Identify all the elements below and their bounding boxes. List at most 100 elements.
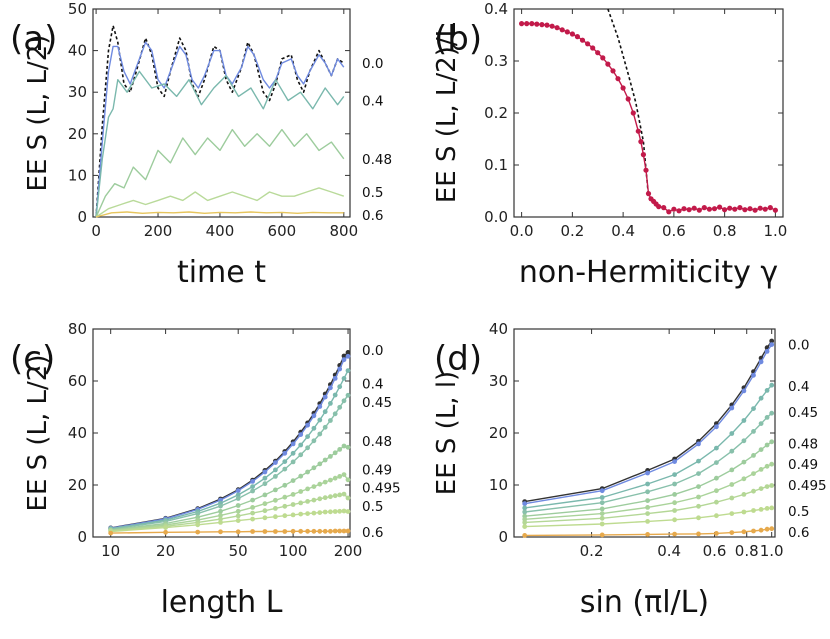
series-hermitian-reference — [95, 24, 345, 218]
y-tick-label: 20 — [68, 125, 87, 143]
data-point-data — [722, 207, 728, 213]
data-point-gamma-0.4 — [328, 401, 333, 406]
gamma-label: 0.4 — [362, 94, 383, 110]
data-point-data — [554, 25, 560, 31]
y-tick-label: 50 — [68, 0, 87, 18]
data-point-gamma-0.4 — [250, 484, 256, 489]
data-point-gamma-0.49 — [290, 492, 296, 497]
data-point-gamma-0.45 — [758, 421, 764, 426]
data-point-gamma-0.45 — [696, 471, 701, 476]
data-point-gamma-0.5 — [311, 510, 317, 516]
data-point-gamma-0.49 — [282, 494, 288, 500]
data-point-data — [686, 207, 692, 213]
data-point-gamma-0.49 — [235, 508, 241, 514]
x-tick-label: 0.2 — [580, 542, 604, 560]
data-point-data — [534, 21, 540, 27]
data-point-data — [711, 206, 718, 212]
data-point-gamma-0.6 — [328, 528, 333, 534]
data-point-gamma-0.5 — [341, 508, 347, 514]
data-point-gamma-0.6 — [195, 529, 201, 535]
data-point-gamma-0.49 — [332, 475, 338, 481]
gamma-label: 0.5 — [788, 504, 809, 520]
data-point-gamma-0.49 — [317, 481, 323, 487]
data-point-gamma-0.49 — [322, 479, 328, 485]
data-point-gamma-0.4 — [235, 492, 241, 498]
data-point-gamma-0.0 — [337, 366, 343, 372]
data-point-gamma-0.45 — [282, 466, 288, 472]
data-point-data — [625, 96, 631, 102]
data-point-gamma-0.5 — [273, 514, 278, 520]
data-point-gamma-0.45 — [741, 438, 747, 444]
data-point-gamma-0.5 — [645, 519, 650, 524]
data-point-gamma-0.45 — [599, 500, 605, 506]
data-point-gamma-0.49 — [599, 511, 605, 516]
series-fit — [607, 8, 650, 197]
y-tick-label: 30 — [68, 83, 87, 101]
data-point-gamma-0.0 — [764, 349, 770, 354]
data-point-gamma-0.49 — [729, 482, 735, 487]
data-point-data — [691, 205, 697, 211]
data-point-gamma-0.49 — [298, 489, 304, 494]
data-point-data — [732, 206, 738, 212]
data-point-gamma-0.45 — [751, 429, 756, 434]
data-point-gamma-0.45 — [317, 431, 323, 437]
data-point-gamma-0.49 — [337, 474, 343, 479]
data-point-gamma-0.48 — [250, 497, 256, 503]
data-point-gamma-0.45 — [522, 509, 528, 515]
panel-b-y-axis-title: EE S (L, L/2)/L — [432, 22, 462, 203]
data-point-gamma-0.5 — [751, 508, 756, 513]
data-point-data — [569, 31, 576, 37]
data-point-gamma-0.5 — [235, 518, 241, 523]
data-point-gamma-0.5 — [332, 509, 338, 514]
data-point-gamma-0.495 — [522, 520, 528, 525]
data-point-gamma-0.0 — [262, 469, 268, 475]
series-data — [521, 22, 776, 213]
data-point-gamma-0.0 — [645, 470, 650, 476]
x-tick-label: 0.8 — [735, 542, 759, 560]
data-point-gamma-0.0 — [345, 353, 351, 359]
panel-a-axes-frame — [92, 8, 351, 218]
data-point-gamma-0.49 — [751, 471, 756, 476]
data-point-gamma-0.495 — [218, 516, 223, 522]
panel-c-y-axis-title: EE S (L, L/2) — [23, 355, 53, 512]
data-point-gamma-0.4 — [764, 388, 770, 393]
data-point-gamma-0.6 — [273, 529, 278, 534]
data-point-gamma-0.5 — [218, 520, 223, 525]
series-gamma-0.0 — [524, 344, 773, 505]
data-point-gamma-0.4 — [741, 418, 747, 423]
data-point-data — [574, 34, 581, 40]
data-point-gamma-0.48 — [764, 442, 770, 448]
data-point-gamma-0.0-ref — [769, 338, 775, 344]
data-point-gamma-0.48 — [672, 492, 677, 497]
data-point-gamma-0.6 — [282, 529, 288, 534]
data-point-gamma-0.4 — [322, 409, 328, 415]
y-tick-label: 0.1 — [484, 156, 508, 174]
panel-d-label: (d) — [434, 339, 482, 379]
data-point-gamma-0.4 — [758, 395, 764, 401]
data-point-gamma-0.45 — [714, 460, 719, 465]
series-gamma-0.6 — [95, 211, 344, 218]
panel-a-x-axis-title: time t — [177, 255, 266, 290]
data-point-data — [727, 205, 733, 211]
gamma-label: 0.48 — [362, 152, 392, 168]
data-point-gamma-0.0 — [741, 388, 747, 394]
data-point-gamma-0.49 — [341, 472, 347, 477]
data-point-gamma-0.495 — [696, 503, 701, 509]
x-tick-label: 600 — [268, 222, 297, 240]
data-point-gamma-0.5 — [769, 505, 775, 511]
data-point-gamma-0.495 — [729, 495, 735, 501]
data-point-gamma-0.6 — [341, 528, 347, 534]
data-point-gamma-0.0 — [273, 460, 278, 465]
data-point-gamma-0.495 — [645, 511, 650, 516]
y-tick-label: 10 — [68, 166, 87, 184]
data-point-data — [747, 206, 753, 212]
data-point-gamma-0.0 — [282, 450, 288, 456]
data-point-gamma-0.6 — [311, 528, 317, 534]
data-point-gamma-0.0 — [311, 413, 317, 419]
data-point-gamma-0.495 — [235, 513, 241, 519]
x-tick-label: 1.0 — [763, 222, 787, 240]
data-point-gamma-0.45 — [764, 415, 770, 420]
data-point-data — [605, 61, 611, 67]
data-point-gamma-0.5 — [729, 511, 735, 516]
data-point-gamma-0.45 — [332, 411, 338, 417]
